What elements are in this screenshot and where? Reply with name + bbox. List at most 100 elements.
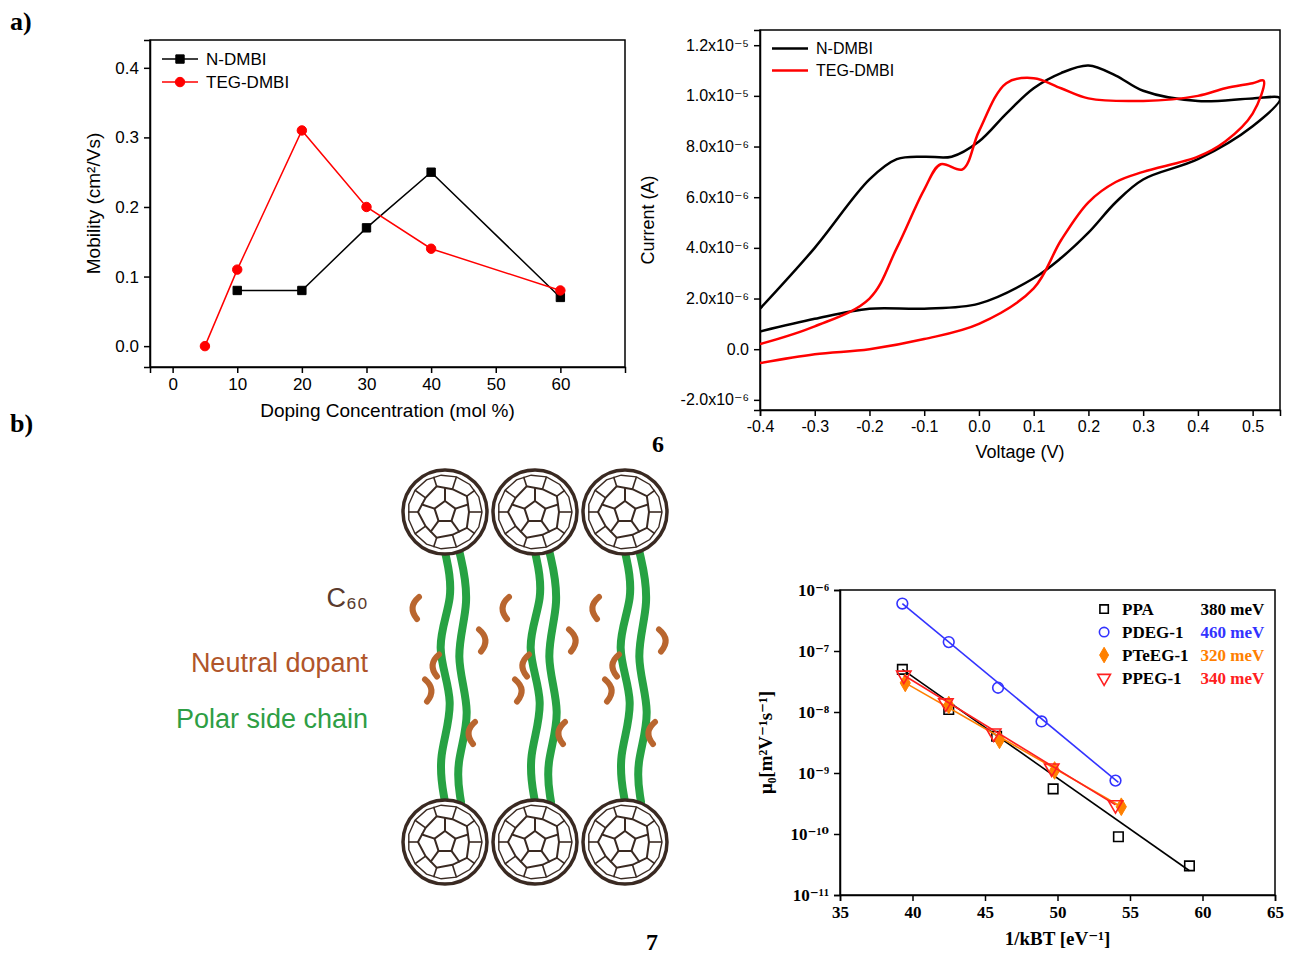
tick-label: 0.3 bbox=[1133, 418, 1155, 435]
dopant bbox=[432, 655, 439, 677]
axis-line bbox=[834, 591, 841, 896]
tick: 50 bbox=[487, 367, 506, 394]
data-point bbox=[993, 682, 1004, 693]
tick-mark bbox=[754, 349, 760, 351]
tick-mark bbox=[302, 367, 304, 373]
tick: 40 bbox=[422, 367, 441, 394]
tick-label: 0.1 bbox=[115, 267, 139, 286]
tick-label: 10 bbox=[228, 375, 247, 394]
tick: 10⁻⁹ bbox=[798, 764, 840, 783]
legend-item: TEG-DMBI bbox=[162, 73, 289, 92]
axis-line bbox=[151, 368, 626, 374]
data-point bbox=[1048, 784, 1057, 793]
tick: 0.1 bbox=[115, 267, 150, 286]
tick-label: 0.0 bbox=[968, 418, 990, 435]
tick: 4.0x10⁻⁶ bbox=[686, 239, 760, 256]
tick-mark bbox=[1198, 410, 1200, 416]
tick-mark bbox=[985, 895, 987, 901]
tick: 8.0x10⁻⁶ bbox=[686, 138, 760, 155]
dopant bbox=[648, 722, 655, 744]
legend-marker bbox=[176, 55, 184, 63]
data-point bbox=[897, 598, 908, 609]
tick-label: 30 bbox=[358, 375, 377, 394]
tick-label: -2.0x10⁻⁶ bbox=[681, 391, 749, 408]
tick-label: 40 bbox=[422, 375, 441, 394]
dopant bbox=[605, 680, 612, 702]
tick-mark bbox=[1252, 410, 1254, 416]
tick: 30 bbox=[358, 367, 377, 394]
tick-mark bbox=[754, 146, 760, 148]
tick-label: 0.4 bbox=[115, 59, 139, 78]
tick: 0 bbox=[168, 367, 177, 394]
tick: 0.2 bbox=[115, 198, 150, 217]
tick-label: 50 bbox=[487, 375, 506, 394]
chart: 3540455055606510⁻¹¹10⁻¹⁰10⁻⁹10⁻⁸10⁻⁷10⁻⁶… bbox=[755, 581, 1284, 949]
data-point bbox=[362, 202, 371, 211]
legend-label: PDEG-1 bbox=[1122, 623, 1183, 642]
legend: N-DMBITEG-DMBI bbox=[162, 50, 289, 92]
chart: -0.4-0.3-0.2-0.10.00.10.20.30.40.5-2.0x1… bbox=[638, 30, 1281, 462]
legend-annotation: 460 meV bbox=[1201, 623, 1265, 642]
dopant bbox=[612, 655, 619, 677]
tick-mark bbox=[1202, 895, 1204, 901]
tick-label: 0.5 bbox=[1242, 418, 1264, 435]
tick-mark bbox=[1057, 895, 1059, 901]
tick-label: 50 bbox=[1050, 903, 1067, 922]
tick: 0.5 bbox=[1242, 410, 1264, 435]
tick-mark bbox=[366, 367, 368, 373]
tick: 10⁻¹⁰ bbox=[790, 825, 840, 844]
series bbox=[898, 665, 1195, 871]
data-point bbox=[939, 699, 953, 711]
legend-marker bbox=[175, 77, 184, 86]
side-chain bbox=[621, 552, 631, 802]
series-line bbox=[237, 172, 560, 297]
side-chain bbox=[441, 552, 451, 802]
tick-mark bbox=[834, 834, 840, 836]
plot-frame bbox=[840, 590, 1275, 895]
tick-label: 0.4 bbox=[1187, 418, 1209, 435]
tick-mark bbox=[172, 367, 174, 373]
dopant bbox=[522, 655, 529, 677]
tick-label: 0.3 bbox=[115, 128, 139, 147]
tick: 0.0 bbox=[968, 410, 990, 435]
tick-mark bbox=[814, 410, 816, 416]
tick: -0.3 bbox=[801, 410, 829, 435]
tick: 55 bbox=[1122, 895, 1139, 922]
tick: 0.3 bbox=[1133, 410, 1155, 435]
tick: 50 bbox=[1050, 895, 1067, 922]
dopant bbox=[412, 597, 419, 619]
dopant bbox=[468, 722, 475, 744]
tick-label: 0.2 bbox=[115, 198, 139, 217]
tick-label: 0.2 bbox=[1078, 418, 1100, 435]
tick-mark bbox=[431, 367, 433, 373]
tick-mark bbox=[1033, 410, 1035, 416]
fit-line bbox=[902, 604, 1118, 783]
legend-label: PTeEG-1 bbox=[1122, 646, 1188, 665]
tick-label: 10⁻¹⁰ bbox=[790, 825, 829, 844]
tick-label: 45 bbox=[977, 903, 994, 922]
tick-mark bbox=[754, 45, 760, 47]
x-axis: -0.4-0.3-0.2-0.10.00.10.20.30.40.5 bbox=[747, 410, 1281, 435]
tick: 10⁻⁸ bbox=[798, 703, 840, 722]
tick: 6.0x10⁻⁶ bbox=[686, 189, 760, 206]
tick: 0.0 bbox=[115, 337, 150, 356]
legend-label: N-DMBI bbox=[816, 40, 873, 57]
fullerene bbox=[493, 470, 577, 554]
tick: 10⁻⁶ bbox=[798, 581, 840, 600]
tick-label: 10⁻¹¹ bbox=[793, 886, 829, 905]
tick: 2.0x10⁻⁶ bbox=[686, 290, 760, 307]
tick-mark bbox=[144, 68, 150, 70]
tick: 60 bbox=[551, 367, 570, 394]
data-point bbox=[986, 729, 1000, 741]
legend: N-DMBITEG-DMBI bbox=[772, 40, 894, 79]
tick-mark bbox=[869, 410, 871, 416]
tick-mark bbox=[237, 367, 239, 373]
figure-number: 7 bbox=[646, 929, 658, 955]
x-axis-title: Voltage (V) bbox=[975, 442, 1064, 462]
plot-frame bbox=[760, 30, 1280, 410]
legend-annotation: 380 meV bbox=[1201, 600, 1265, 619]
axis-line bbox=[144, 41, 151, 368]
data-point bbox=[1108, 801, 1122, 813]
dopant bbox=[515, 680, 522, 702]
tick-mark bbox=[754, 96, 760, 98]
